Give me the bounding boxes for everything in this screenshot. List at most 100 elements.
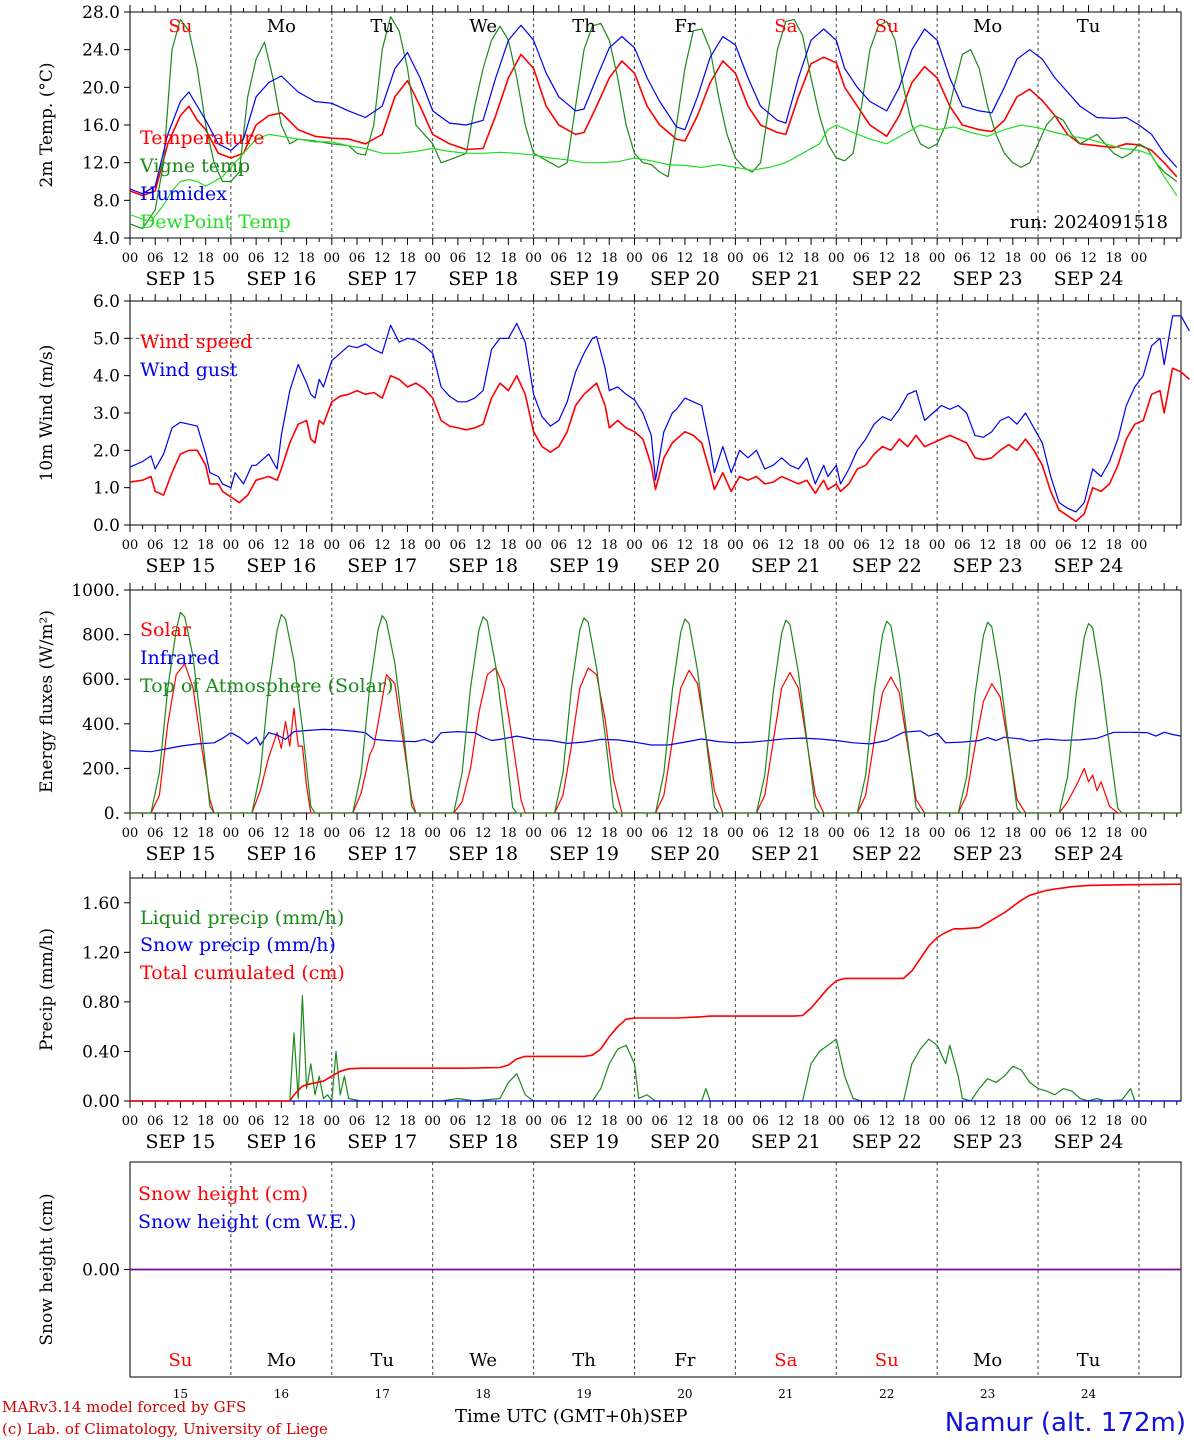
plot-frame bbox=[129, 300, 1182, 526]
x-hour-label: 12 bbox=[273, 826, 290, 841]
y-tick-label: 0.00 bbox=[82, 1092, 120, 1112]
x-hour-label: 00 bbox=[1131, 826, 1148, 841]
x-hour-label: 00 bbox=[929, 826, 946, 841]
x-hour-label: 12 bbox=[677, 251, 694, 266]
x-hour-label: 00 bbox=[929, 251, 946, 266]
x-hour-label: 00 bbox=[727, 538, 744, 553]
x-hour-label: 12 bbox=[172, 826, 189, 841]
x-date-label: SEP 17 bbox=[347, 268, 417, 290]
day-number-label: 22 bbox=[879, 1387, 894, 1401]
day-abbr-label: Su bbox=[168, 1350, 192, 1371]
x-hour-label: 12 bbox=[273, 1114, 290, 1129]
x-hour-label: 12 bbox=[172, 1114, 189, 1129]
y-axis-label: 2m Temp. (°C) bbox=[37, 62, 57, 187]
x-date-label: SEP 15 bbox=[146, 268, 216, 290]
y-tick-label: 0. bbox=[104, 804, 120, 824]
x-hour-label: 00 bbox=[324, 251, 341, 266]
x-hour-label: 00 bbox=[828, 251, 845, 266]
x-date-label: SEP 17 bbox=[347, 555, 417, 577]
x-hour-label: 00 bbox=[1030, 538, 1047, 553]
day-abbr-label: Su bbox=[875, 1350, 899, 1371]
day-abbr-label: Mo bbox=[973, 1350, 1002, 1371]
y-tick-label: 2.0 bbox=[93, 441, 120, 461]
day-abbr-label: Su bbox=[875, 16, 899, 37]
day-abbr-label: Th bbox=[572, 1350, 596, 1371]
x-hour-label: 06 bbox=[954, 826, 971, 841]
legend-label: DewPoint Temp bbox=[140, 211, 291, 233]
x-date-label: SEP 18 bbox=[448, 555, 518, 577]
x-date-label: SEP 24 bbox=[1054, 555, 1124, 577]
y-tick-label: 1000. bbox=[71, 581, 120, 601]
y-tick-label: 600. bbox=[82, 670, 120, 690]
series-line-vigne-temp bbox=[129, 16, 1178, 230]
x-hour-label: 00 bbox=[626, 251, 643, 266]
x-hour-label: 06 bbox=[752, 251, 769, 266]
x-hour-label: 18 bbox=[1005, 538, 1022, 553]
x-date-label: SEP 21 bbox=[751, 1131, 821, 1153]
x-hour-label: 12 bbox=[979, 1114, 996, 1129]
x-date-label: SEP 16 bbox=[246, 268, 316, 290]
time-axis-title: Time UTC (GMT+0h) bbox=[455, 1406, 650, 1427]
day-abbr-label: We bbox=[469, 1350, 497, 1371]
day-abbr-label: We bbox=[469, 16, 497, 37]
x-hour-label: 18 bbox=[500, 538, 517, 553]
legend-label: Snow precip (mm/h) bbox=[140, 934, 336, 956]
y-tick-label: 0.40 bbox=[82, 1042, 120, 1062]
y-tick-label: 16.0 bbox=[82, 116, 120, 136]
model-credit: MARv3.14 model forced by GFS bbox=[2, 1398, 247, 1416]
x-hour-label: 12 bbox=[374, 1114, 391, 1129]
x-hour-label: 00 bbox=[122, 1114, 139, 1129]
x-date-label: SEP 17 bbox=[347, 843, 417, 865]
legend-label: Wind gust bbox=[140, 359, 238, 381]
x-hour-label: 12 bbox=[878, 826, 895, 841]
x-hour-label: 18 bbox=[702, 538, 719, 553]
x-hour-label: 18 bbox=[803, 538, 820, 553]
x-hour-label: 00 bbox=[1030, 1114, 1047, 1129]
x-hour-label: 00 bbox=[223, 1114, 240, 1129]
x-hour-label: 06 bbox=[651, 538, 668, 553]
x-hour-label: 18 bbox=[500, 826, 517, 841]
x-hour-label: 00 bbox=[626, 826, 643, 841]
x-hour-label: 12 bbox=[878, 538, 895, 553]
x-date-label: SEP 19 bbox=[549, 1131, 619, 1153]
x-date-label: SEP 22 bbox=[852, 843, 922, 865]
station-label: Namur (alt. 172m) bbox=[944, 1408, 1186, 1438]
x-hour-label: 06 bbox=[147, 538, 164, 553]
panel-2: 0.0 1.0 2.0 3.0 4.0 5.0 6.0 10m Wind (m/s) 00 06 1… bbox=[37, 292, 1190, 577]
day-abbr-label: Su bbox=[168, 16, 192, 37]
x-hour-label: 18 bbox=[1105, 826, 1122, 841]
x-hour-label: 12 bbox=[172, 538, 189, 553]
x-hour-label: 12 bbox=[475, 251, 492, 266]
x-hour-label: 06 bbox=[954, 251, 971, 266]
x-hour-label: 06 bbox=[349, 251, 366, 266]
x-hour-label: 06 bbox=[853, 826, 870, 841]
x-date-label: SEP 20 bbox=[650, 555, 720, 577]
x-date-label: SEP 23 bbox=[953, 843, 1023, 865]
y-tick-label: 200. bbox=[82, 759, 120, 779]
legend-label: Snow height (cm W.E.) bbox=[138, 1211, 356, 1233]
x-date-label: SEP 16 bbox=[246, 843, 316, 865]
x-date-label: SEP 24 bbox=[1054, 268, 1124, 290]
x-hour-label: 00 bbox=[122, 251, 139, 266]
x-hour-label: 06 bbox=[853, 538, 870, 553]
x-hour-label: 06 bbox=[551, 826, 568, 841]
x-hour-label: 06 bbox=[551, 1114, 568, 1129]
panel-4: 0.00 0.40 0.80 1.20 1.60 Precip (mm/h) 00 06 12 1… bbox=[37, 871, 1182, 1153]
legend-label: Total cumulated (cm) bbox=[140, 962, 345, 984]
x-hour-label: 12 bbox=[778, 251, 795, 266]
x-hour-label: 18 bbox=[399, 538, 416, 553]
time-axis-label: Time UTC (GMT+0h)SEP bbox=[455, 1406, 687, 1427]
y-tick-label: 4.0 bbox=[93, 229, 120, 249]
x-hour-label: 12 bbox=[1080, 826, 1097, 841]
x-hour-label: 18 bbox=[1005, 251, 1022, 266]
x-date-label: SEP 16 bbox=[246, 1131, 316, 1153]
x-hour-label: 18 bbox=[197, 826, 214, 841]
x-hour-label: 06 bbox=[1055, 1114, 1072, 1129]
day-number-label: 17 bbox=[375, 1387, 390, 1401]
x-hour-label: 06 bbox=[147, 826, 164, 841]
x-hour-label: 18 bbox=[601, 251, 618, 266]
x-hour-label: 00 bbox=[223, 538, 240, 553]
series-line-wind-speed bbox=[129, 367, 1190, 523]
x-hour-label: 18 bbox=[298, 1114, 315, 1129]
x-date-label: SEP 20 bbox=[650, 1131, 720, 1153]
